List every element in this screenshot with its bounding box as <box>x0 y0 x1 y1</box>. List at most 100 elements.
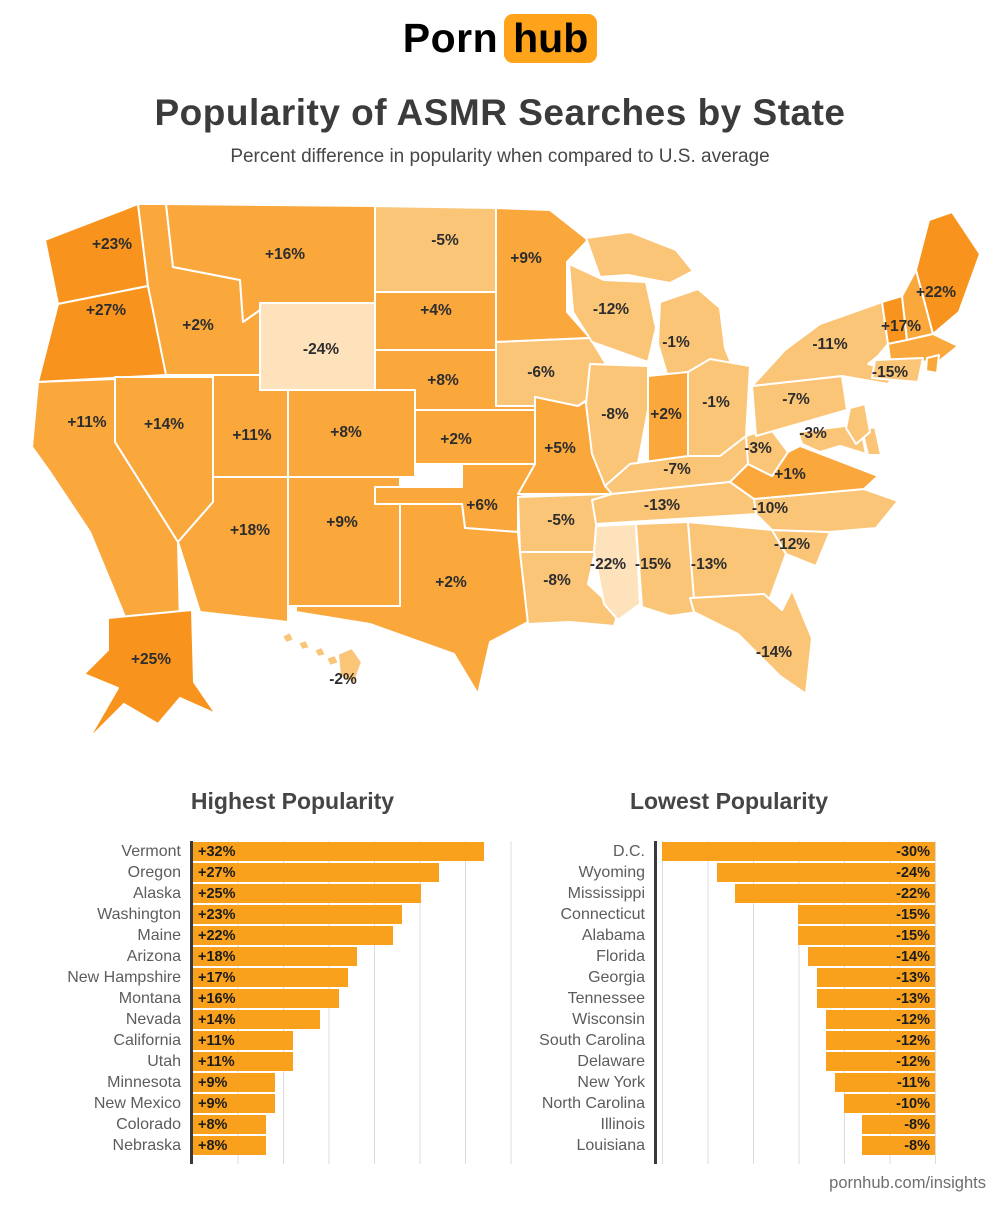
state-name-label: Montana <box>118 990 181 1007</box>
state-name-label: Wisconsin <box>572 1011 645 1028</box>
state-value-label-co: +8% <box>330 424 362 441</box>
bar-row: -10% <box>657 1093 935 1114</box>
state-value-label-pa: -7% <box>782 391 810 408</box>
bar-value-label: -14% <box>896 948 930 965</box>
chart-title-lowest: Lowest Popularity <box>629 788 829 814</box>
value-bar: +11% <box>193 1052 293 1071</box>
bar-value-label: +22% <box>198 927 236 944</box>
page-title: Popularity of ASMR Searches by State <box>154 92 846 133</box>
value-bar: -12% <box>826 1010 935 1029</box>
bar-value-label: -12% <box>896 1053 930 1070</box>
chart-title-highest: Highest Popularity <box>190 788 395 814</box>
state-nd <box>374 205 497 293</box>
value-bar: -15% <box>798 926 935 945</box>
state-value-label-ky: -7% <box>663 461 691 478</box>
state-value-label-ok: +6% <box>466 497 498 514</box>
state-value-label-mo: +5% <box>544 440 576 457</box>
bar-value-label: +8% <box>198 1116 228 1133</box>
state-labels-column-lowest: D.C. Wyoming Mississippi Connecticut Alabama… <box>519 841 654 1164</box>
state-value-label-ak: +25% <box>131 651 171 668</box>
state-name-label: New Mexico <box>93 1095 181 1112</box>
state-value-label-ar: -5% <box>547 512 575 529</box>
state-fl <box>689 589 813 695</box>
state-ga <box>687 521 787 601</box>
bar-value-label: +16% <box>198 990 236 1007</box>
state-name-label: Alabama <box>581 927 645 944</box>
bar-row: -12% <box>657 1009 935 1030</box>
value-bar: +32% <box>193 842 484 861</box>
state-value-label-ia: -6% <box>527 364 555 381</box>
state-hi <box>325 654 340 667</box>
state-value-label-nd: -5% <box>431 232 459 249</box>
chart-body-lowest: D.C. Wyoming Mississippi Connecticut Alabama… <box>519 841 939 1164</box>
state-value-label-ks: +2% <box>440 431 472 448</box>
bar-value-label: +11% <box>198 1053 235 1070</box>
bar-row: -15% <box>657 925 935 946</box>
value-bar: -13% <box>817 989 935 1008</box>
value-bar: +25% <box>193 884 421 903</box>
bars-plot-highest: +32% +27% +25% +23% +22% +18% +17% +16% +14% +11%… <box>190 841 527 1164</box>
value-bar: +8% <box>193 1136 266 1155</box>
state-name-label: Arizona <box>126 948 181 965</box>
bar-row: -11% <box>657 1072 935 1093</box>
state-value-label-nv: +14% <box>144 416 184 433</box>
state-name-label: Mississippi <box>567 885 645 902</box>
value-bar: -8% <box>862 1115 935 1134</box>
state-name-label: Illinois <box>600 1116 645 1133</box>
state-ks <box>414 409 536 465</box>
bar-row: +22% <box>193 925 527 946</box>
bar-value-label: -10% <box>896 1095 930 1112</box>
state-value-label-wi: -12% <box>593 301 629 318</box>
state-value-label-wa: +23% <box>92 236 132 253</box>
value-bar: -22% <box>735 884 935 903</box>
state-value-label-wv: -3% <box>744 440 772 457</box>
state-value-label-nm: +9% <box>326 514 358 531</box>
value-bar: +14% <box>193 1010 320 1029</box>
state-co <box>287 389 416 478</box>
bar-row: +25% <box>193 883 527 904</box>
state-name-label: North Carolina <box>541 1095 645 1112</box>
bar-row: +9% <box>193 1072 527 1093</box>
bar-row: +8% <box>193 1135 527 1156</box>
state-ri <box>925 354 940 374</box>
state-value-label-al: -15% <box>635 556 671 573</box>
state-value-label-ut: +11% <box>232 427 271 444</box>
bar-value-label: +9% <box>198 1095 228 1112</box>
value-bar: -24% <box>717 863 935 882</box>
state-nc <box>753 488 899 533</box>
value-bar: -15% <box>798 905 935 924</box>
state-hi <box>337 647 363 685</box>
state-mi <box>585 231 694 284</box>
bar-value-label: +25% <box>198 885 236 902</box>
state-name-label: Florida <box>596 948 645 965</box>
bar-row: -14% <box>657 946 935 967</box>
state-name-label: South Carolina <box>539 1032 645 1049</box>
bar-value-label: -12% <box>896 1011 930 1028</box>
bar-value-label: +14% <box>198 1011 236 1028</box>
bar-row: +11% <box>193 1051 527 1072</box>
bar-value-label: +27% <box>198 864 236 881</box>
state-value-label-il: -8% <box>601 406 629 423</box>
state-hi <box>281 631 295 644</box>
state-sd <box>374 291 509 351</box>
bar-row: -24% <box>657 862 935 883</box>
state-value-label-mi: -1% <box>662 334 690 351</box>
value-bar: -11% <box>835 1073 935 1092</box>
state-value-label-in: +2% <box>650 406 682 423</box>
state-name-label: Tennessee <box>567 990 645 1007</box>
state-ut <box>212 374 289 478</box>
bar-row: +17% <box>193 967 527 988</box>
bar-row: -22% <box>657 883 935 904</box>
state-value-label-wy: -24% <box>303 341 339 358</box>
state-labels-column-highest: Vermont Oregon Alaska Washington Maine Arizon… <box>55 841 190 1164</box>
state-name-label: Oregon <box>127 864 181 881</box>
state-name-label: California <box>113 1032 181 1049</box>
logo-porn-text: Porn <box>402 15 499 61</box>
bar-value-label: -15% <box>896 906 930 923</box>
state-hi <box>297 639 311 651</box>
bar-row: +11% <box>193 1030 527 1051</box>
bar-row: +23% <box>193 904 527 925</box>
state-name-label: New York <box>577 1074 645 1091</box>
state-value-label-mn: +9% <box>510 250 542 267</box>
